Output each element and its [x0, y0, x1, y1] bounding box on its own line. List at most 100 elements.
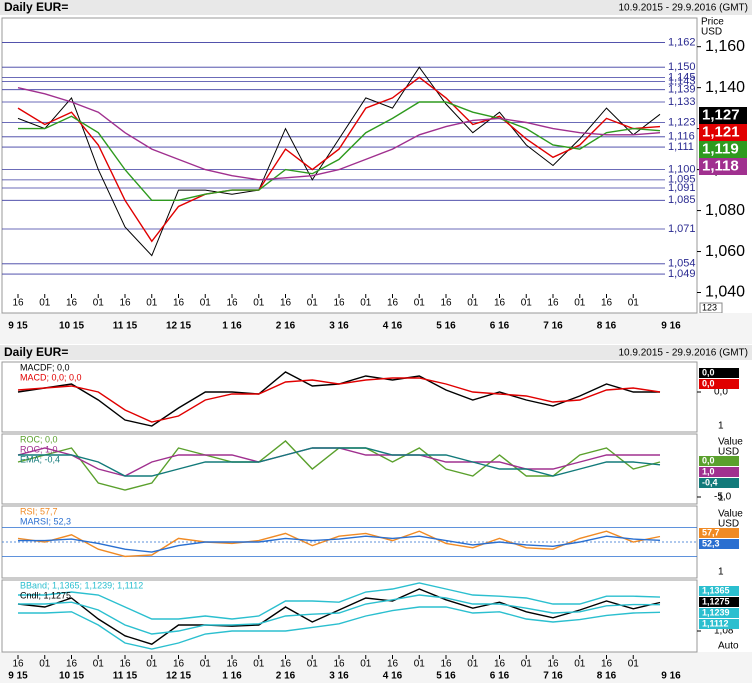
x-month-label: 9 15	[8, 321, 28, 332]
x-tick-label: 16	[440, 298, 452, 309]
value-badge	[699, 608, 739, 618]
panel-frame	[1, 433, 698, 505]
x-tick-label: 01	[307, 298, 319, 309]
y-unit: USD	[718, 519, 739, 530]
series-line	[17, 76, 661, 243]
x-month-label: 11 15	[113, 671, 138, 682]
x-tick-label: 01	[93, 298, 105, 309]
x-tick-label: 16	[12, 659, 24, 670]
legend-entry: MACD; 0,0; 0,0	[20, 372, 82, 382]
legend-entry: MACDF; 0,0	[20, 362, 70, 372]
x-month-label: 4 16	[383, 321, 403, 332]
x-tick-label: 01	[200, 298, 212, 309]
x-tick-label: 01	[414, 298, 426, 309]
level-label: 1,095	[668, 174, 696, 186]
level-label: 1,054	[668, 258, 696, 270]
y-tick-label: 1,080	[705, 202, 745, 219]
x-tick-label: 01	[253, 298, 265, 309]
value-badge	[699, 528, 739, 538]
x-month-label: 8 16	[597, 671, 617, 682]
legend-entry: MARSI; 52,3	[20, 516, 71, 526]
header-bar	[0, 345, 752, 360]
level-label: 1,116	[668, 131, 695, 143]
value-badge	[699, 586, 739, 596]
panel-frame	[1, 17, 698, 314]
legend-entry: EMA; -0,4	[20, 454, 60, 464]
x-tick-label: 01	[414, 659, 426, 670]
value-badge	[699, 124, 747, 141]
x-tick-label: 16	[440, 659, 452, 670]
x-tick-label: 01	[628, 659, 640, 670]
x-month-label: 6 16	[490, 321, 510, 332]
x-tick-label: 16	[601, 298, 613, 309]
value-badge	[699, 107, 747, 124]
x-tick-label: 01	[146, 659, 158, 670]
x-month-label: 1 16	[222, 671, 242, 682]
x-tick-label: 16	[12, 298, 24, 309]
x-month-label: 11 15	[113, 321, 138, 332]
series-line	[17, 66, 661, 257]
y-tick-label: 0,0	[714, 387, 728, 398]
legend-entry: RSI; 57,7	[20, 506, 58, 516]
level-label: 1,123	[668, 116, 696, 128]
series-line	[17, 87, 661, 181]
series-line	[18, 594, 661, 635]
series-line	[17, 588, 661, 645]
x-tick-label: 01	[574, 659, 586, 670]
title: Daily EUR=	[4, 0, 68, 14]
series-line	[18, 582, 661, 620]
y-tick-label: -5,0	[714, 492, 732, 503]
value-badge-label: 1,121	[702, 123, 740, 140]
value-badge	[699, 539, 739, 549]
legend-entry: ROC; 1,0	[20, 444, 58, 454]
x-tick-label: 01	[360, 298, 372, 309]
x-month-label: 2 16	[276, 671, 296, 682]
value-badge-label: 1,1365	[702, 585, 730, 595]
value-badge-label: 1,127	[702, 106, 740, 123]
x-month-label: 9 15	[8, 671, 28, 682]
x-tick-label: 16	[66, 659, 78, 670]
x-tick-label: 16	[226, 659, 238, 670]
y-tick-label: 1,08	[714, 626, 734, 637]
x-tick-label: 01	[93, 659, 105, 670]
value-badge	[699, 456, 739, 466]
value-badge	[699, 141, 747, 158]
x-tick-label: 01	[467, 659, 479, 670]
x-month-label: 10 15	[59, 321, 84, 332]
x-tick-label: 16	[494, 298, 506, 309]
x-month-label: 8 16	[597, 321, 617, 332]
title: Daily EUR=	[4, 345, 68, 359]
x-tick-label: 01	[307, 659, 319, 670]
level-label: 1,162	[668, 36, 696, 48]
y-label: Value	[718, 509, 743, 520]
x-tick-label: 16	[547, 659, 559, 670]
level-label: 1,100	[668, 164, 696, 176]
scale-label: 1	[718, 567, 724, 578]
x-tick-label: 01	[39, 659, 51, 670]
x-month-label: 1 16	[222, 321, 242, 332]
series-line	[18, 101, 661, 201]
level-label: 1,085	[668, 194, 696, 206]
corner-label: 123	[702, 302, 717, 312]
series-line	[17, 377, 661, 423]
x-tick-label: 16	[387, 298, 399, 309]
value-badge-label: 1,1112	[702, 618, 729, 628]
y-label: Price	[701, 17, 724, 28]
value-badge	[699, 467, 739, 477]
value-badge-label: 0,0	[702, 378, 715, 388]
y-tick-label: 1,140	[705, 79, 745, 96]
x-tick-label: 01	[39, 298, 51, 309]
series-line	[17, 530, 661, 558]
value-badge-label: 0,0	[702, 367, 715, 377]
x-month-label: 9 16	[661, 671, 681, 682]
value-badge-label: 1,0	[702, 466, 715, 476]
x-tick-label: 16	[601, 659, 613, 670]
scale-label: 1	[718, 493, 724, 504]
x-tick-label: 01	[521, 298, 533, 309]
legend-entry: ROC; 0,0	[20, 434, 58, 444]
x-tick-label: 16	[119, 659, 131, 670]
x-tick-label: 16	[547, 298, 559, 309]
legend-entry: Cndl; 1,1275	[20, 590, 71, 600]
x-tick-label: 16	[226, 298, 238, 309]
level-label: 1,091	[668, 182, 696, 194]
